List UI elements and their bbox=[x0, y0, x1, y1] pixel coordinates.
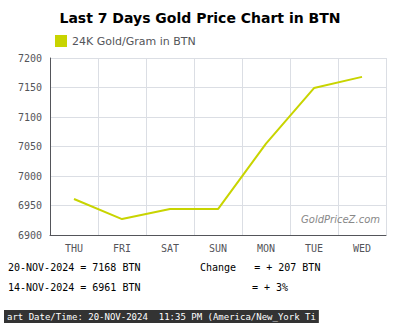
svg-text:SUN: SUN bbox=[209, 243, 227, 254]
svg-text:7050: 7050 bbox=[18, 141, 42, 152]
svg-text:24K Gold/Gram in BTN: 24K Gold/Gram in BTN bbox=[72, 35, 196, 48]
svg-text:SAT: SAT bbox=[161, 243, 179, 254]
svg-text:GoldPriceZ.com: GoldPriceZ.com bbox=[301, 214, 380, 225]
svg-text:6900: 6900 bbox=[18, 230, 42, 241]
svg-text:6950: 6950 bbox=[18, 200, 42, 211]
svg-text:THU: THU bbox=[65, 243, 83, 254]
svg-text:MON: MON bbox=[257, 243, 275, 254]
svg-text:WED: WED bbox=[353, 243, 371, 254]
svg-text:Last 7 Days Gold Price Chart i: Last 7 Days Gold Price Chart in BTN bbox=[59, 10, 340, 26]
svg-text:Change = + 207 BTN: Change = + 207 BTN bbox=[200, 262, 320, 273]
svg-text:7000: 7000 bbox=[18, 171, 42, 182]
svg-text:TUE: TUE bbox=[305, 243, 323, 254]
svg-text:FRI: FRI bbox=[113, 243, 131, 254]
svg-text:art Date/Time: 20-NOV-2024 11: art Date/Time: 20-NOV-2024 11:35 PM (Ame… bbox=[7, 312, 316, 322]
svg-text:7150: 7150 bbox=[18, 82, 42, 93]
svg-text:7200: 7200 bbox=[18, 53, 42, 64]
svg-text:14-NOV-2024 = 6961 BTN: 14-NOV-2024 = 6961 BTN bbox=[8, 282, 140, 293]
svg-text:= + 3%: = + 3% bbox=[252, 282, 288, 293]
svg-text:7100: 7100 bbox=[18, 112, 42, 123]
svg-text:20-NOV-2024 = 7168 BTN: 20-NOV-2024 = 7168 BTN bbox=[8, 262, 140, 273]
